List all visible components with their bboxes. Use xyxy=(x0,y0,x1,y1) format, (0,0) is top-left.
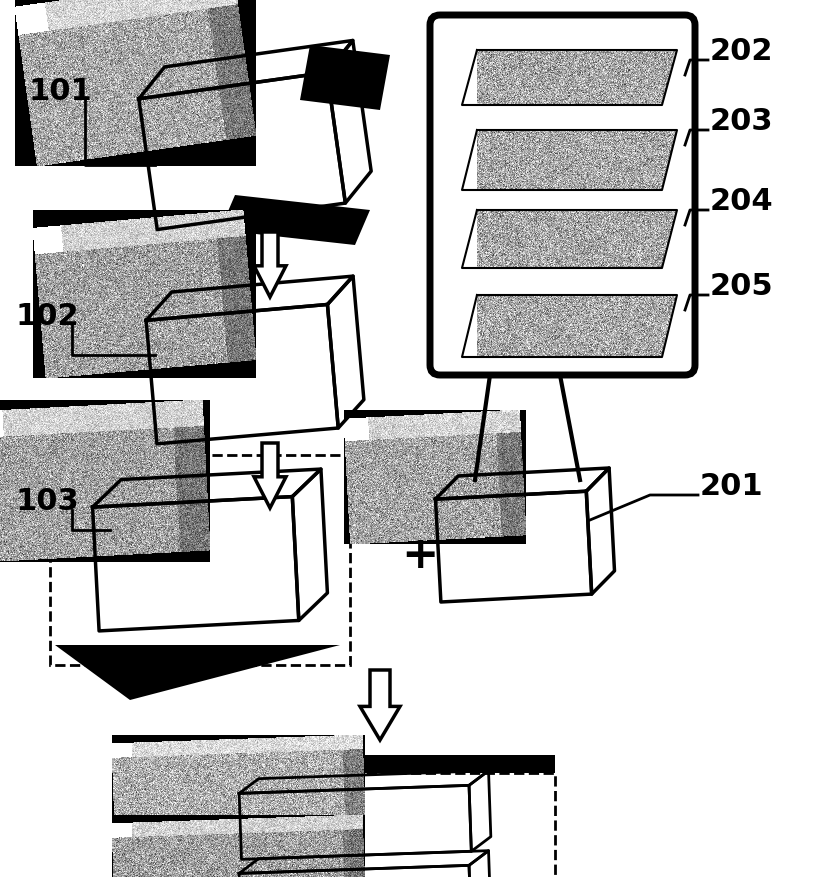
Text: 204: 204 xyxy=(710,187,774,216)
Text: 102: 102 xyxy=(15,302,79,331)
Text: 205: 205 xyxy=(710,272,774,301)
FancyBboxPatch shape xyxy=(430,15,695,375)
Polygon shape xyxy=(360,670,400,740)
Text: +: + xyxy=(402,533,439,576)
FancyBboxPatch shape xyxy=(175,755,555,773)
Polygon shape xyxy=(254,443,286,508)
Polygon shape xyxy=(220,195,370,245)
Text: 201: 201 xyxy=(700,472,764,501)
Text: 202: 202 xyxy=(710,37,774,66)
Polygon shape xyxy=(300,45,390,110)
Text: 103: 103 xyxy=(15,487,79,516)
Polygon shape xyxy=(55,645,340,700)
Text: 101: 101 xyxy=(28,77,91,106)
Polygon shape xyxy=(254,232,286,297)
Text: 203: 203 xyxy=(710,107,774,136)
